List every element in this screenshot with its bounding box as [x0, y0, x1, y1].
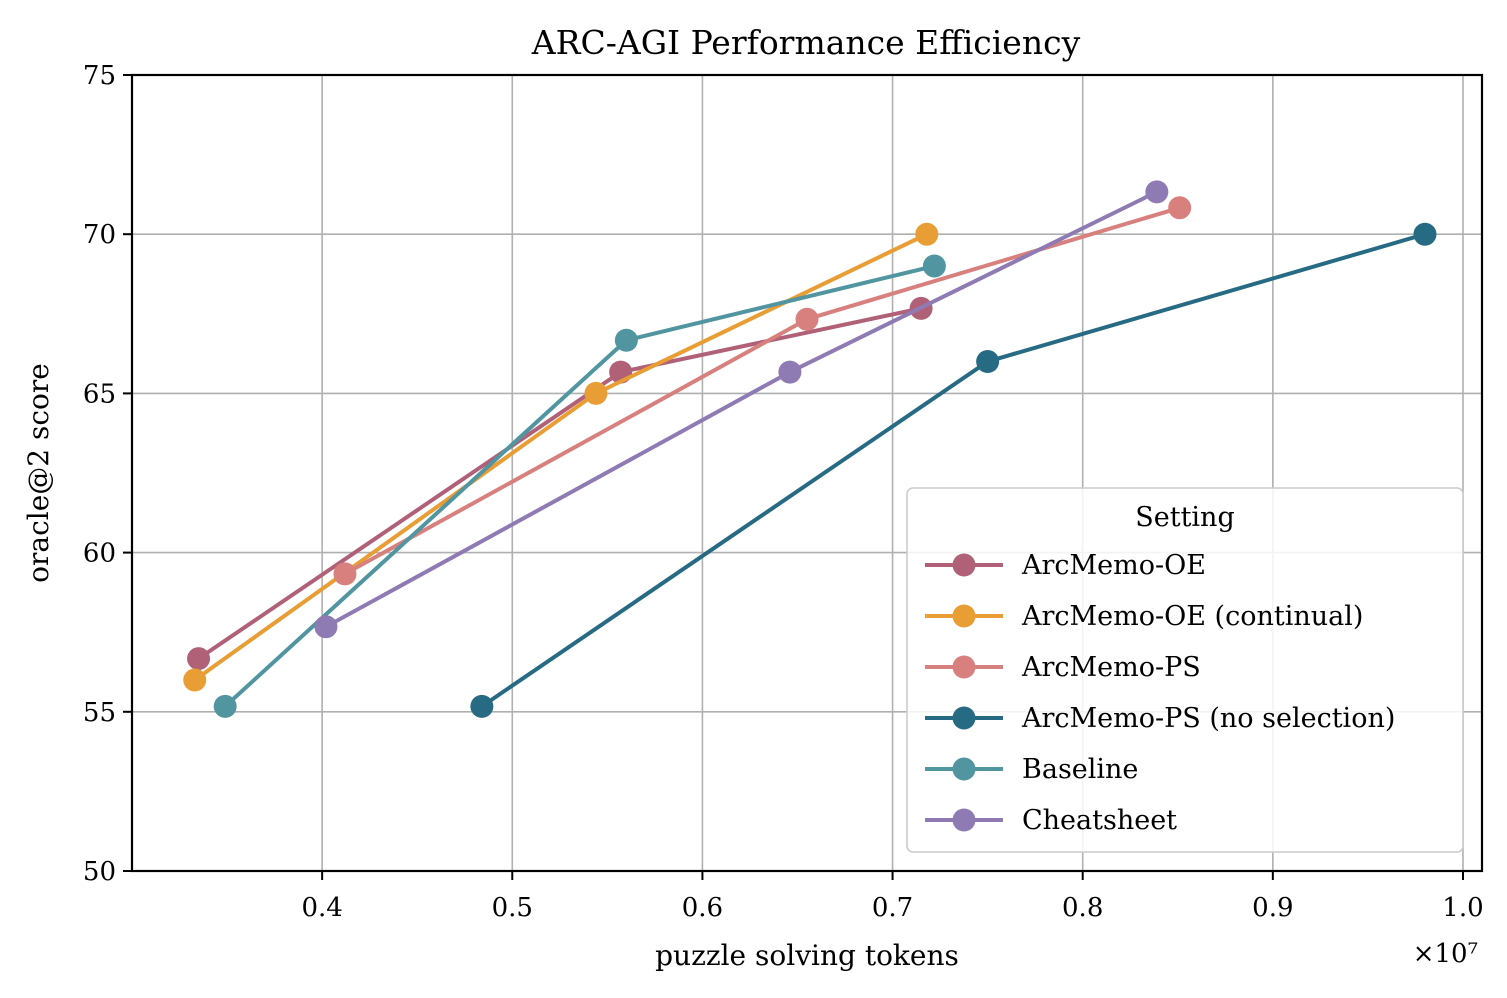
x-tick-label: 0.8 [1062, 893, 1103, 923]
legend-title: Setting [1135, 502, 1234, 533]
data-point [1145, 180, 1169, 204]
legend-item: Baseline [925, 754, 1138, 785]
data-point [1168, 196, 1192, 220]
legend-label: ArcMemo-PS [1021, 652, 1201, 683]
legend-item: ArcMemo-PS (no selection) [925, 703, 1395, 734]
legend-marker [952, 553, 976, 577]
series [333, 196, 1192, 586]
y-tick-label: 75 [83, 61, 116, 91]
legend-label: ArcMemo-OE [1021, 550, 1206, 581]
legend-marker [952, 604, 976, 628]
legend-item: Cheatsheet [925, 805, 1177, 836]
data-point [314, 615, 338, 639]
legend-marker [952, 808, 976, 832]
series [470, 222, 1437, 718]
data-point [976, 350, 1000, 374]
legend-marker [952, 706, 976, 730]
x-tick-label: 0.7 [872, 893, 913, 923]
plot-frame [130, 73, 1484, 873]
data-point [915, 222, 939, 246]
data-point [1413, 222, 1437, 246]
data-point [183, 668, 207, 692]
x-axis-multiplier: ×10⁷ [1413, 939, 1478, 969]
data-point [778, 360, 802, 384]
series-layer [183, 180, 1437, 718]
y-tick-label: 70 [83, 220, 116, 250]
x-tick-label: 0.4 [301, 893, 342, 923]
legend: Setting ArcMemo-OE ArcMemo-OE (continual)… [906, 487, 1464, 853]
x-tick-label: 0.9 [1252, 893, 1293, 923]
legend-label: ArcMemo-OE (continual) [1021, 601, 1363, 632]
legend-label: Cheatsheet [1022, 805, 1177, 836]
x-tick-label: 1.0 [1442, 893, 1483, 923]
legend-marker [952, 757, 976, 781]
x-tick-label: 0.6 [682, 893, 723, 923]
legend-item: ArcMemo-OE (continual) [925, 601, 1363, 632]
legend-label: ArcMemo-PS (no selection) [1021, 703, 1395, 734]
data-point [795, 307, 819, 331]
y-tick-label: 60 [83, 539, 116, 569]
series [213, 254, 946, 718]
x-axis-label: puzzle solving tokens [655, 939, 959, 972]
data-point [333, 562, 357, 586]
data-point [470, 694, 494, 718]
data-point [614, 328, 638, 352]
series [183, 222, 939, 692]
y-axis-ticks: 50 55 60 65 70 75 [83, 61, 132, 887]
series [187, 296, 933, 671]
y-tick-label: 55 [83, 698, 116, 728]
legend-marker [952, 655, 976, 679]
legend-item: ArcMemo-PS [925, 652, 1201, 683]
legend-items: ArcMemo-OE ArcMemo-OE (continual) ArcMemo-… [925, 550, 1395, 836]
x-tick-label: 0.5 [492, 893, 533, 923]
data-point [187, 647, 211, 671]
legend-item: ArcMemo-OE [925, 550, 1206, 581]
y-axis-label: oracle@2 score [22, 363, 55, 583]
x-axis-ticks: 0.4 0.5 0.6 0.7 0.8 0.9 1.0 [301, 871, 1484, 923]
chart-title: ARC-AGI Performance Efficiency [531, 23, 1081, 62]
data-point [584, 381, 608, 405]
y-tick-label: 50 [83, 857, 116, 887]
data-point [213, 694, 237, 718]
legend-box [906, 487, 1464, 853]
data-point [922, 254, 946, 278]
series [314, 180, 1169, 639]
legend-label: Baseline [1022, 754, 1138, 785]
y-tick-label: 65 [83, 379, 116, 409]
